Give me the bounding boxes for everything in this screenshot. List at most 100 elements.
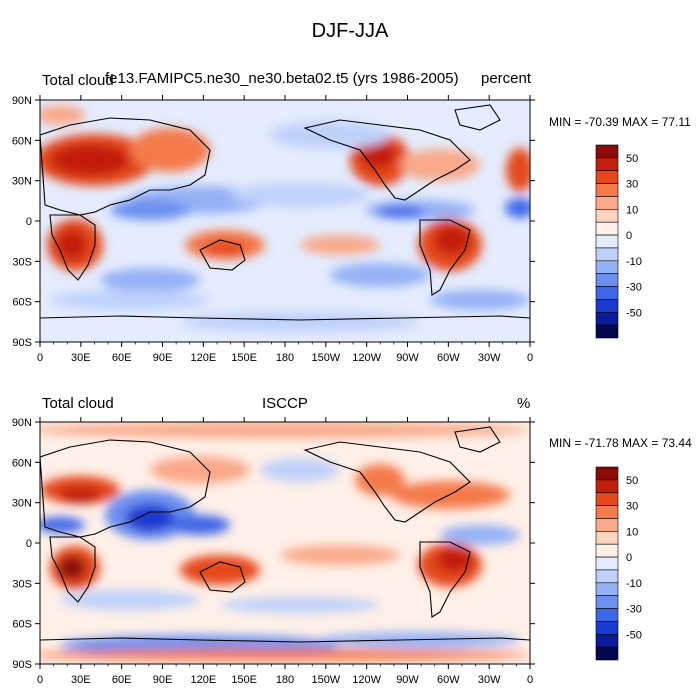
colorbar-swatch	[595, 531, 619, 545]
colorbar-swatch	[595, 621, 619, 635]
lat-tick-label: 30S	[12, 256, 32, 268]
colorbar-swatch	[595, 260, 619, 274]
lon-tick-label: 120E	[190, 352, 216, 364]
colorbar-label: -30	[626, 282, 642, 294]
lat-tick-label: 0	[26, 538, 32, 550]
colorbar-label: 50	[626, 475, 638, 487]
lon-tick-label: 30W	[478, 352, 501, 364]
lon-tick-label: 30E	[71, 674, 91, 686]
colorbar-swatch	[595, 299, 619, 313]
colorbars: 50 30 10 0 -10 -30 -50 50 30 10 0 -10 -30 -50	[595, 144, 642, 661]
lon-tick-label: 150E	[231, 352, 257, 364]
colorbar-swatch	[595, 556, 619, 571]
lon-tick-label: 60E	[112, 352, 132, 364]
colorbar-swatch	[595, 608, 619, 622]
panel1-variable-label: Total cloud	[42, 72, 114, 89]
colorbar-swatch	[595, 492, 619, 506]
lat-tick-label: 30N	[12, 498, 32, 510]
panel2-coastlines	[40, 426, 530, 643]
lat-tick-label: 90S	[12, 659, 32, 671]
colorbar-swatch	[595, 569, 619, 584]
lat-tick-label: 60S	[12, 297, 32, 309]
lon-tick-label: 30W	[478, 674, 501, 686]
colorbar-label: 0	[626, 230, 632, 242]
panel1-coastlines	[40, 104, 530, 321]
lon-tick-label: 60W	[437, 352, 460, 364]
colorbar-swatch	[595, 633, 619, 648]
lat-tick-label: 90N	[12, 95, 32, 107]
lat-tick-label: 90S	[12, 337, 32, 349]
lat-tick-label: 60N	[12, 135, 32, 147]
lon-tick-label: 0	[37, 352, 43, 364]
lon-tick-label: 90E	[153, 352, 173, 364]
colorbar-label: 10	[626, 204, 638, 216]
colorbar-swatch	[595, 582, 619, 596]
lon-tick-label: 150W	[311, 674, 340, 686]
panel2-variable-label: Total cloud	[42, 395, 114, 412]
panel2-minmax: MIN = -71.78 MAX = 73.44	[549, 436, 692, 450]
colorbar-swatch	[595, 209, 619, 223]
colorbar-swatch	[595, 183, 619, 197]
panel2-units-label: %	[517, 395, 531, 412]
colorbar-swatch	[595, 311, 619, 326]
lon-tick-label: 120E	[190, 674, 216, 686]
lat-tick-label: 0	[26, 216, 32, 228]
panel1-minmax: MIN = -70.39 MAX = 77.11	[549, 115, 691, 129]
lat-tick-label: 90N	[12, 417, 32, 429]
panel2-map	[40, 422, 530, 664]
lat-tick-label: 30N	[12, 176, 32, 188]
figure-title: DJF-JJA	[311, 20, 389, 42]
colorbar-swatch	[595, 286, 619, 300]
colorbar-swatch	[595, 479, 619, 494]
colorbar-label: 10	[626, 526, 638, 538]
lat-tick-label: 30S	[12, 578, 32, 590]
lon-tick-label: 120W	[352, 674, 381, 686]
panel1-case-label: fe13.FAMIPC5.ne30_ne30.beta02.t5 (yrs 19…	[105, 70, 459, 87]
lon-tick-label: 90W	[396, 674, 419, 686]
colorbar-swatch	[595, 144, 619, 159]
panel1-map	[40, 100, 530, 342]
lon-tick-label: 120W	[352, 352, 381, 364]
lon-tick-label: 90W	[396, 352, 419, 364]
lon-tick-label: 60W	[437, 674, 460, 686]
colorbar-swatch	[595, 646, 619, 661]
lon-tick-label: 90E	[153, 674, 173, 686]
colorbar-swatch	[595, 196, 619, 210]
panel1-field	[40, 105, 530, 332]
colorbar-swatch	[595, 234, 619, 249]
colorbar-swatch	[595, 324, 619, 339]
colorbar-swatch	[595, 505, 619, 519]
lat-tick-label: 60S	[12, 619, 32, 631]
colorbar-swatch	[595, 170, 619, 184]
lon-tick-label: 150E	[231, 674, 257, 686]
colorbar-swatch	[595, 466, 619, 481]
panel1-units-label: percent	[481, 70, 532, 87]
lon-tick-label: 60E	[112, 674, 132, 686]
colorbar-swatch	[595, 273, 619, 287]
colorbar-label: 30	[626, 179, 638, 191]
colorbar-label: 0	[626, 552, 632, 564]
lon-tick-label: 180	[276, 674, 294, 686]
lon-tick-label: 0	[527, 674, 533, 686]
lat-tick-label: 60N	[12, 457, 32, 469]
colorbar-label: 50	[626, 153, 638, 165]
lon-tick-label: 30E	[71, 352, 91, 364]
colorbar-label: -10	[626, 578, 642, 590]
colorbar-swatch	[595, 595, 619, 609]
lon-tick-label: 0	[527, 352, 533, 364]
lon-tick-label: 150W	[311, 352, 340, 364]
colorbar-swatch	[595, 543, 619, 558]
colorbar-label: -50	[626, 307, 642, 319]
lon-tick-label: 180	[276, 352, 294, 364]
colorbar-label: -10	[626, 256, 642, 268]
colorbar-swatch	[595, 221, 619, 236]
lon-tick-label: 0	[37, 674, 43, 686]
colorbar-label: 30	[626, 501, 638, 513]
axis-ticks: 90N 60N 30N 0 30S 60S 90S 0 30E 60E 90E 120E 150E 180…	[12, 95, 535, 686]
colorbar-label: -50	[626, 629, 642, 641]
colorbar-swatch	[595, 157, 619, 172]
panel2-case-label: ISCCP	[262, 395, 308, 412]
colorbar-swatch	[595, 518, 619, 532]
colorbar-label: -30	[626, 604, 642, 616]
